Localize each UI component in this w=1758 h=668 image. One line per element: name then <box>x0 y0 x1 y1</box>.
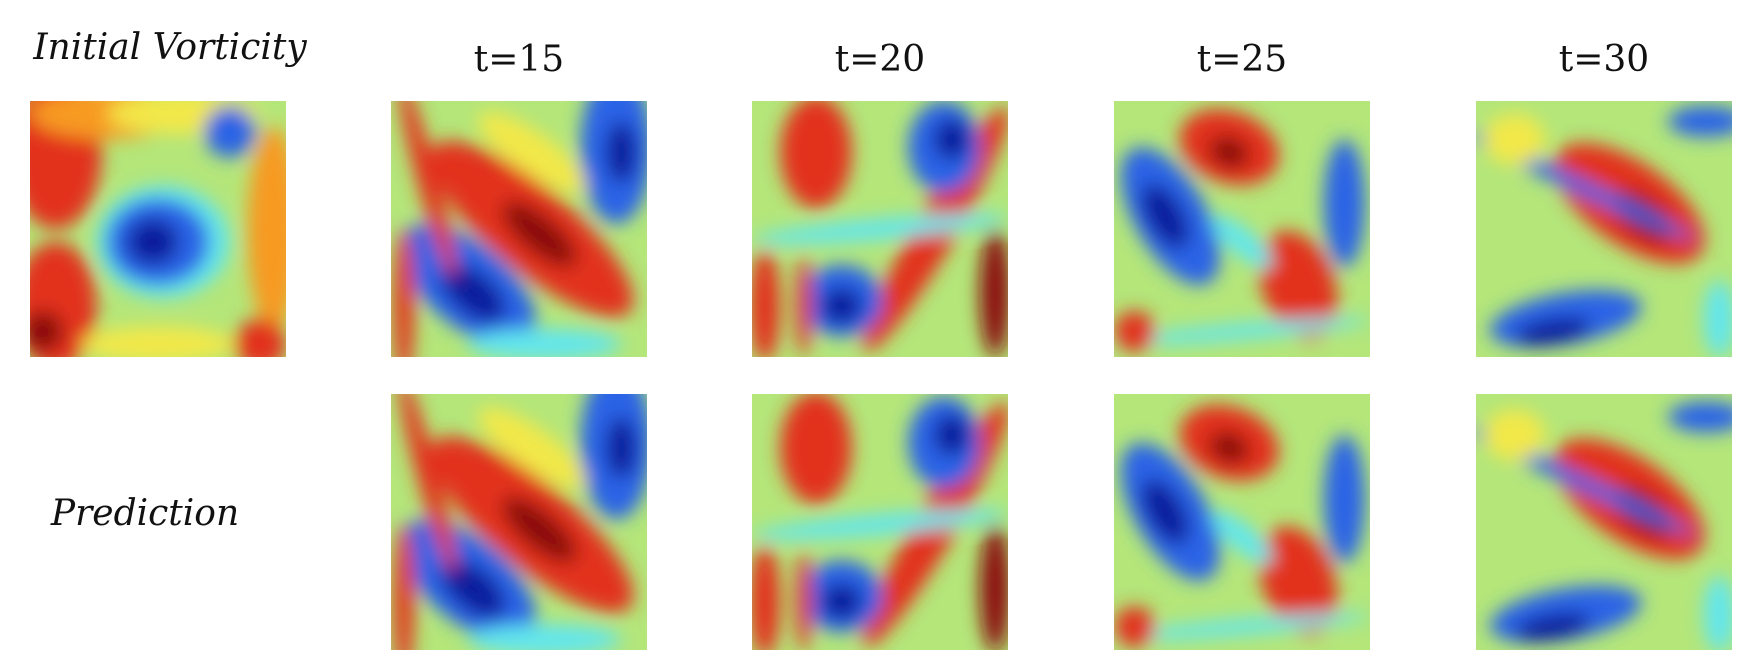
column-title: t=25 <box>1197 39 1287 80</box>
field-blob <box>606 121 637 183</box>
field-panel <box>1476 394 1732 650</box>
field-blobs <box>1476 401 1732 650</box>
field-blob <box>795 550 811 650</box>
field-blob <box>1141 183 1189 249</box>
field-blob <box>1211 215 1273 269</box>
field-blob <box>1209 431 1250 464</box>
field-panel <box>1476 101 1732 357</box>
field-blob <box>398 394 456 573</box>
field-blob <box>752 509 1008 540</box>
field-blobs <box>1476 106 1732 357</box>
field-blob <box>1209 136 1250 169</box>
field-blob <box>780 394 852 505</box>
field-blob <box>795 254 811 357</box>
field-blob <box>1703 575 1732 650</box>
field-blob <box>979 524 1008 650</box>
field-blob <box>234 318 286 357</box>
column-title: t=30 <box>1559 39 1649 80</box>
field-blob <box>398 101 456 277</box>
field-blob <box>1211 510 1273 564</box>
field-blob <box>247 126 286 332</box>
field-blob <box>502 497 577 563</box>
field-blob <box>1259 230 1338 340</box>
column-title: t=15 <box>474 39 564 80</box>
field-panel <box>752 394 1008 650</box>
field-blob <box>440 263 506 323</box>
field-blob <box>780 101 852 209</box>
field-blobs <box>752 101 1008 357</box>
field-blobs <box>30 101 286 357</box>
field-blob <box>752 213 1008 245</box>
row-label: Initial Vorticity <box>32 27 307 68</box>
field-blob <box>1514 317 1591 346</box>
field-blob <box>1323 434 1365 563</box>
field-blob <box>752 545 781 650</box>
row-label: Prediction <box>50 493 239 534</box>
field-blob <box>1483 409 1546 461</box>
field-blob <box>1259 526 1338 636</box>
field-blob <box>1514 612 1591 642</box>
field-blobs <box>393 394 647 650</box>
field-blob <box>1114 317 1370 345</box>
field-blob <box>979 229 1008 357</box>
field-blobs <box>1114 109 1370 352</box>
field-panel <box>391 394 647 650</box>
field-blob <box>30 241 97 357</box>
field-blob <box>821 287 863 324</box>
field-blob <box>933 414 970 456</box>
field-panel <box>30 101 286 357</box>
field-blob <box>1114 310 1155 352</box>
field-blob <box>821 583 863 620</box>
field-blob <box>478 407 586 489</box>
field-blob <box>752 249 781 357</box>
field-blob <box>127 218 179 265</box>
field-blob <box>30 101 102 229</box>
field-blob <box>1114 606 1155 648</box>
field-blob <box>1668 401 1732 433</box>
field-blob <box>606 417 637 479</box>
field-blob <box>502 201 577 267</box>
field-blob <box>393 229 415 357</box>
field-blobs <box>393 101 647 357</box>
field-blobs <box>1114 404 1370 648</box>
field-blob <box>1141 479 1189 545</box>
field-blob <box>467 624 622 650</box>
field-blob <box>467 328 622 357</box>
field-blob <box>204 106 256 158</box>
field-blob <box>30 310 64 352</box>
field-blob <box>1323 139 1365 268</box>
field-blob <box>440 559 506 618</box>
field-panel <box>1114 101 1370 357</box>
field-panel <box>391 101 647 357</box>
field-panel <box>752 101 1008 357</box>
column-title: t=20 <box>835 39 925 80</box>
field-blob <box>1703 280 1732 357</box>
field-blob <box>81 326 235 357</box>
field-blob <box>1483 113 1546 165</box>
field-panel <box>1114 394 1370 650</box>
field-blob <box>1114 613 1370 641</box>
field-blob <box>933 118 970 160</box>
field-blob <box>1668 106 1732 137</box>
field-blob <box>478 111 586 193</box>
field-blob <box>393 524 415 650</box>
field-blobs <box>752 394 1008 650</box>
